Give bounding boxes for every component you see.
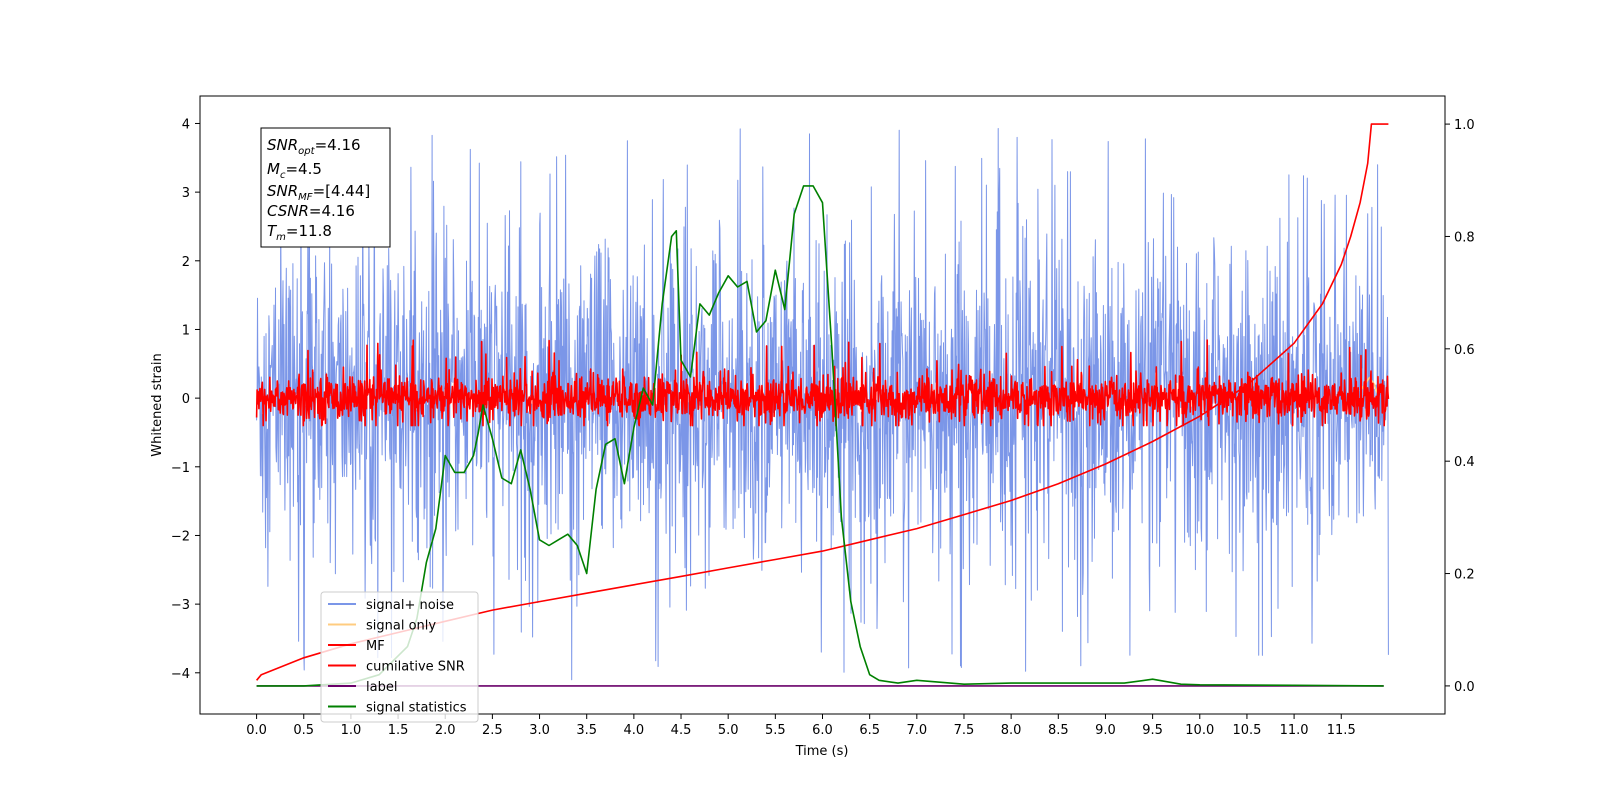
stats-mc: Mc=4.5 [267, 160, 322, 181]
x-tick-label: 10.5 [1232, 723, 1261, 738]
x-tick-label: 9.5 [1142, 723, 1163, 738]
y-left-tick-label: −2 [171, 529, 190, 544]
legend-label: cumilative SNR [366, 660, 465, 675]
x-tick-label: 6.0 [812, 723, 833, 738]
y-right-tick-label: 0.6 [1454, 343, 1475, 358]
y-left-tick-label: 2 [182, 255, 190, 270]
y-right-tick-label: 0.2 [1454, 568, 1475, 583]
x-tick-label: 7.0 [906, 723, 927, 738]
x-tick-label: 4.0 [624, 723, 645, 738]
y-left-tick-label: 1 [182, 323, 190, 338]
right-y-axis-ticks: 0.0 0.2 0.4 0.6 0.8 1.0 [1445, 118, 1475, 695]
stats-snr-mf: SNRMF=[4.44] [267, 182, 370, 203]
x-tick-label: 5.0 [718, 723, 739, 738]
y-axis-label: Whitened strain [150, 353, 165, 456]
stats-box: SNRopt=4.16 Mc=4.5 SNRMF=[4.44] CSNR=4.1… [260, 127, 391, 248]
legend-label: signal+ noise [366, 598, 454, 613]
x-tick-label: 7.5 [954, 723, 975, 738]
x-tick-label: 6.5 [859, 723, 880, 738]
y-right-tick-label: 0.4 [1454, 455, 1475, 470]
x-tick-label: 8.0 [1001, 723, 1022, 738]
x-axis-ticks: 0.0 0.5 1.0 1.5 2.0 2.5 3.0 3.5 4.0 4.5 5.0 5.5 6.0 6… [246, 714, 1356, 738]
x-tick-label: 1.0 [341, 723, 362, 738]
x-tick-label: 10.0 [1185, 723, 1214, 738]
y-left-tick-label: 0 [182, 392, 190, 407]
x-tick-label: 8.5 [1048, 723, 1069, 738]
legend: signal+ noise signal only MF cumilative SNR… [320, 591, 479, 723]
legend-label: MF [366, 639, 385, 654]
y-left-tick-label: −4 [171, 667, 190, 682]
left-y-axis-ticks: −4 −3 −2 −1 0 1 2 3 4 [171, 117, 200, 682]
x-tick-label: 2.0 [435, 723, 456, 738]
stats-csnr: CSNR=4.16 [267, 202, 355, 220]
x-tick-label: 11.5 [1327, 723, 1356, 738]
series-line-mf [255, 339, 1390, 427]
stats-snr-opt: SNRopt=4.16 [267, 136, 361, 157]
x-tick-label: 2.5 [482, 723, 503, 738]
y-right-tick-label: 0.0 [1454, 680, 1475, 695]
y-left-tick-label: −1 [171, 461, 190, 476]
stats-tm: Tm=11.8 [267, 222, 332, 243]
y-right-tick-label: 1.0 [1454, 118, 1475, 133]
x-tick-label: 4.5 [671, 723, 692, 738]
x-tick-label: 1.5 [388, 723, 409, 738]
x-axis-label: Time (s) [795, 744, 849, 759]
x-tick-label: 0.5 [293, 723, 314, 738]
y-right-tick-label: 0.8 [1454, 230, 1475, 245]
series-line-signal-statistics [256, 185, 1384, 687]
y-left-tick-label: −3 [171, 598, 190, 613]
y-left-tick-label: 3 [182, 186, 190, 201]
legend-label: label [366, 680, 397, 695]
legend-label: signal only [366, 619, 436, 634]
y-left-tick-label: 4 [182, 117, 190, 132]
x-tick-label: 3.5 [576, 723, 597, 738]
x-tick-label: 3.0 [529, 723, 550, 738]
x-tick-label: 5.5 [765, 723, 786, 738]
x-tick-label: 9.0 [1095, 723, 1116, 738]
x-tick-label: 0.0 [246, 723, 267, 738]
x-tick-label: 11.0 [1280, 723, 1309, 738]
legend-label: signal statistics [366, 701, 467, 716]
